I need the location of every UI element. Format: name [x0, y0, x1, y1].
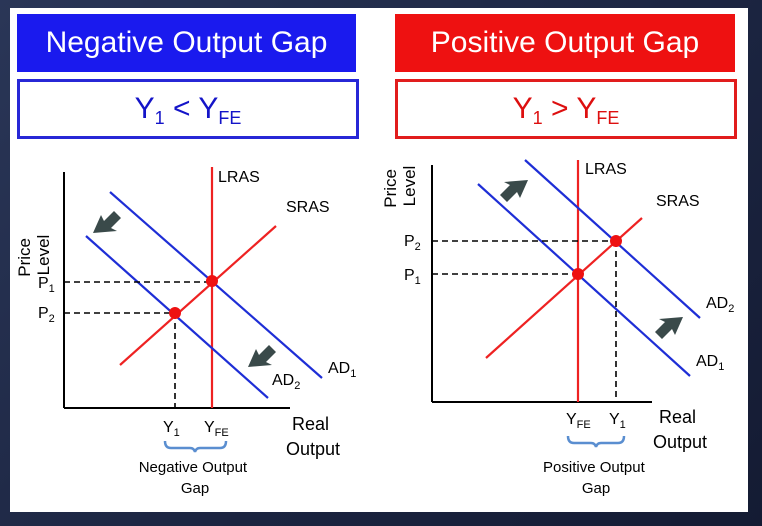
right-p1-label: P1 — [404, 267, 421, 287]
positive-gap-diagram: Price Level LRAS SRAS AD1 AD2 P2 — [381, 159, 734, 497]
left-yfe-label: YFE — [204, 419, 229, 439]
negative-gap-condition: Y1 < YFE — [17, 79, 359, 139]
left-shift-arrow-bottom — [248, 345, 276, 367]
right-shift-arrow-top — [500, 180, 528, 202]
right-sras-label: SRAS — [656, 193, 700, 210]
left-ad2-label: AD2 — [272, 372, 300, 392]
right-yfe-label: YFE — [566, 411, 591, 431]
left-ad1-label: AD1 — [328, 360, 356, 380]
right-y1-label: Y1 — [609, 411, 626, 431]
right-ad1-line — [477, 183, 691, 377]
negative-gap-diagram: Price Level LRAS SRAS AD1 AD2 P1 — [15, 167, 356, 497]
left-gap-caption: Negative Output Gap — [139, 459, 252, 497]
left-equilibrium-point-2 — [169, 307, 181, 319]
left-shift-arrow-top — [93, 211, 121, 233]
left-y1-label: Y1 — [163, 419, 180, 439]
left-sras-line — [119, 225, 277, 366]
left-gap-bracket — [163, 440, 228, 453]
left-x-axis-label: Real Output — [286, 414, 340, 459]
right-ad1-label: AD1 — [696, 353, 724, 373]
left-p2-label: P2 — [38, 305, 55, 325]
left-lras-label: LRAS — [218, 169, 260, 186]
right-lras-label: LRAS — [585, 161, 627, 178]
right-shift-arrow-bottom — [655, 317, 683, 339]
negative-gap-title: Negative Output Gap — [17, 14, 356, 72]
right-p2-label: P2 — [404, 233, 421, 253]
positive-gap-condition: Y1 > YFE — [395, 79, 737, 139]
right-gap-bracket — [566, 435, 626, 448]
positive-gap-title: Positive Output Gap — [395, 14, 735, 72]
left-y-axis-label: Price Level — [15, 233, 53, 276]
right-equilibrium-point-1 — [572, 268, 584, 280]
left-equilibrium-point-1 — [206, 275, 218, 287]
right-y-axis-label: Price Level — [381, 164, 419, 207]
left-sras-label: SRAS — [286, 199, 330, 216]
right-gap-caption: Positive Output Gap — [543, 459, 649, 497]
right-equilibrium-point-2 — [610, 235, 622, 247]
right-ad2-label: AD2 — [706, 295, 734, 315]
right-x-axis-label: Real Output — [653, 407, 707, 452]
left-p1-label: P1 — [38, 275, 55, 295]
